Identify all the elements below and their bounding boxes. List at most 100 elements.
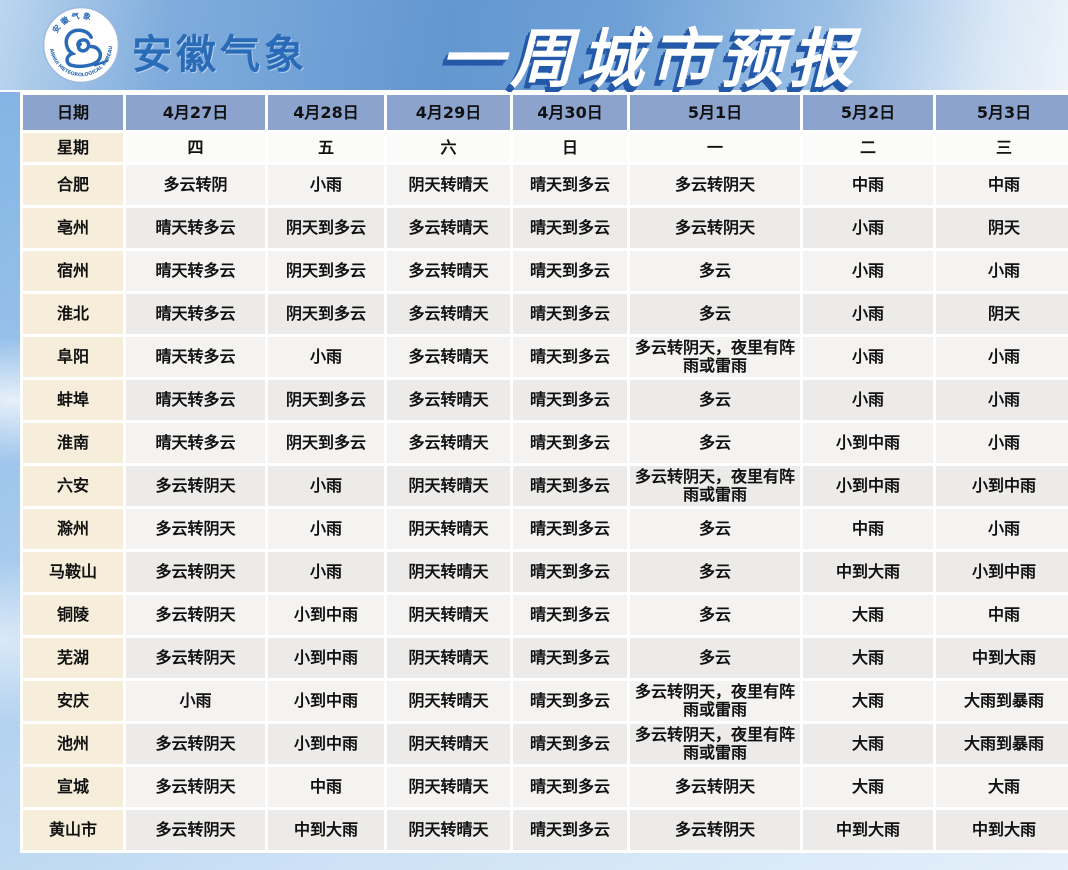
weather-cell: 晴天到多云: [513, 294, 627, 334]
weather-cell: 晴天转多云: [126, 380, 265, 420]
table-row: 宣城 多云转阴天 中雨 阴天转晴天 晴天到多云 多云转阴天 大雨 大雨: [23, 767, 1068, 807]
date-header-cell: 4月29日: [387, 95, 510, 130]
weather-cell: 多云转阴天: [126, 466, 265, 506]
weather-cell: 多云转阴天: [630, 767, 800, 807]
date-header-cell: 4月28日: [268, 95, 384, 130]
weather-cell: 多云转阴天: [630, 165, 800, 205]
weather-cell: 大雨: [803, 595, 933, 635]
weather-cell: 晴天到多云: [513, 552, 627, 592]
weather-cell: 多云转阴天，夜里有阵雨或雷雨: [630, 337, 800, 377]
weather-cell: 多云转阴: [126, 165, 265, 205]
table-row: 合肥 多云转阴 小雨 阴天转晴天 晴天到多云 多云转阴天 中雨 中雨: [23, 165, 1068, 205]
table-row: 亳州 晴天转多云 阴天到多云 多云转晴天 晴天到多云 多云转阴天 小雨 阴天: [23, 208, 1068, 248]
weather-cell: 小雨: [936, 251, 1068, 291]
weather-cell: 多云转晴天: [387, 423, 510, 463]
city-name-cell: 合肥: [23, 165, 123, 205]
weather-cell: 多云转晴天: [387, 380, 510, 420]
table-row: 淮北 晴天转多云 阴天到多云 多云转晴天 晴天到多云 多云 小雨 阴天: [23, 294, 1068, 334]
weather-cell: 中雨: [268, 767, 384, 807]
weather-cell: 晴天转多云: [126, 208, 265, 248]
weekday-cell: 一: [630, 133, 800, 162]
weather-cell: 晴天转多云: [126, 251, 265, 291]
table-row: 安庆 小雨 小到中雨 阴天转晴天 晴天到多云 多云转阴天，夜里有阵雨或雷雨 大雨 大雨到暴雨: [23, 681, 1068, 721]
weather-cell: 多云转阴天: [126, 509, 265, 549]
city-name-cell: 宿州: [23, 251, 123, 291]
table-row: 黄山市 多云转阴天 中到大雨 阴天转晴天 晴天到多云 多云转阴天 中到大雨 中到大雨: [23, 810, 1068, 850]
weather-cell: 晴天到多云: [513, 380, 627, 420]
weather-cell: 晴天转多云: [126, 423, 265, 463]
weather-cell: 多云: [630, 638, 800, 678]
date-header-cell: 4月27日: [126, 95, 265, 130]
date-header-cell: 4月30日: [513, 95, 627, 130]
agency-logo: 安 徽 气 象 ANHUI METEOROLOGICAL BUREAU: [42, 6, 120, 84]
weather-cell: 多云: [630, 509, 800, 549]
city-name-cell: 黄山市: [23, 810, 123, 850]
weather-cell: 小雨: [936, 380, 1068, 420]
weather-cell: 小到中雨: [936, 466, 1068, 506]
weather-cell: 多云转阴天，夜里有阵雨或雷雨: [630, 681, 800, 721]
weather-cell: 小到中雨: [268, 724, 384, 764]
weather-cell: 小到中雨: [803, 423, 933, 463]
weather-cell: 晴天到多云: [513, 638, 627, 678]
weather-cell: 中雨: [803, 165, 933, 205]
weather-cell: 晴天到多云: [513, 509, 627, 549]
weather-cell: 多云: [630, 294, 800, 334]
table-row: 铜陵 多云转阴天 小到中雨 阴天转晴天 晴天到多云 多云 大雨 中雨: [23, 595, 1068, 635]
weather-cell: 阴天转晴天: [387, 810, 510, 850]
weather-cell: 多云转阴天: [126, 552, 265, 592]
weather-cell: 晴天到多云: [513, 337, 627, 377]
weather-cell: 中到大雨: [268, 810, 384, 850]
weather-cell: 阴天转晴天: [387, 767, 510, 807]
forecast-table: 日期 4月27日 4月28日 4月29日 4月30日 5月1日 5月2日 5月3日 星期 四…: [20, 92, 1068, 853]
table-row: 池州 多云转阴天 小到中雨 阴天转晴天 晴天到多云 多云转阴天，夜里有阵雨或雷雨 大雨 大雨到…: [23, 724, 1068, 764]
weekday-cell: 日: [513, 133, 627, 162]
city-name-cell: 宣城: [23, 767, 123, 807]
city-name-cell: 芜湖: [23, 638, 123, 678]
weather-cell: 多云转晴天: [387, 251, 510, 291]
date-header-row: 日期 4月27日 4月28日 4月29日 4月30日 5月1日 5月2日 5月3日: [23, 95, 1068, 130]
page-title: 一周城市预报: [440, 23, 860, 97]
cloud-swirl-glyph: [64, 28, 109, 69]
date-label-cell: 日期: [23, 95, 123, 130]
weekday-cell: 五: [268, 133, 384, 162]
weather-cell: 晴天转多云: [126, 294, 265, 334]
table-row: 宿州 晴天转多云 阴天到多云 多云转晴天 晴天到多云 多云 小雨 小雨: [23, 251, 1068, 291]
weather-cell: 阴天转晴天: [387, 724, 510, 764]
cloud-swirl-logo-icon: 安 徽 气 象 ANHUI METEOROLOGICAL BUREAU: [42, 6, 120, 84]
weather-cell: 多云: [630, 423, 800, 463]
table-row: 淮南 晴天转多云 阴天到多云 多云转晴天 晴天到多云 多云 小到中雨 小雨: [23, 423, 1068, 463]
weekday-cell: 六: [387, 133, 510, 162]
weather-cell: 阴天到多云: [268, 380, 384, 420]
weather-cell: 多云转阴天: [630, 208, 800, 248]
weather-cell: 晴天到多云: [513, 810, 627, 850]
weather-cell: 小雨: [803, 208, 933, 248]
weather-cell: 晴天到多云: [513, 208, 627, 248]
weather-cell: 晴天到多云: [513, 466, 627, 506]
city-name-cell: 淮北: [23, 294, 123, 334]
weather-cell: 阴天到多云: [268, 294, 384, 334]
weather-cell: 小雨: [803, 294, 933, 334]
weather-cell: 阴天到多云: [268, 251, 384, 291]
weekday-cell: 二: [803, 133, 933, 162]
weather-cell: 中到大雨: [936, 638, 1068, 678]
weather-cell: 晴天到多云: [513, 251, 627, 291]
table-row: 阜阳 晴天转多云 小雨 多云转晴天 晴天到多云 多云转阴天，夜里有阵雨或雷雨 小雨 小雨: [23, 337, 1068, 377]
weather-cell: 晴天到多云: [513, 423, 627, 463]
weekday-row: 星期 四五六日一二三: [23, 133, 1068, 162]
weather-cell: 多云转阴天: [126, 638, 265, 678]
city-name-cell: 滁州: [23, 509, 123, 549]
date-header-cell: 5月1日: [630, 95, 800, 130]
weather-cell: 中到大雨: [803, 552, 933, 592]
city-name-cell: 安庆: [23, 681, 123, 721]
weather-cell: 小雨: [936, 423, 1068, 463]
weather-cell: 晴天到多云: [513, 681, 627, 721]
weekday-cell: 三: [936, 133, 1068, 162]
weather-cell: 阴天转晴天: [387, 509, 510, 549]
week-label-cell: 星期: [23, 133, 123, 162]
weather-cell: 阴天转晴天: [387, 638, 510, 678]
weather-cell: 大雨: [803, 681, 933, 721]
weather-cell: 小雨: [803, 251, 933, 291]
weather-cell: 多云转阴天: [126, 767, 265, 807]
weather-cell: 多云转阴天: [126, 724, 265, 764]
weather-cell: 多云: [630, 251, 800, 291]
